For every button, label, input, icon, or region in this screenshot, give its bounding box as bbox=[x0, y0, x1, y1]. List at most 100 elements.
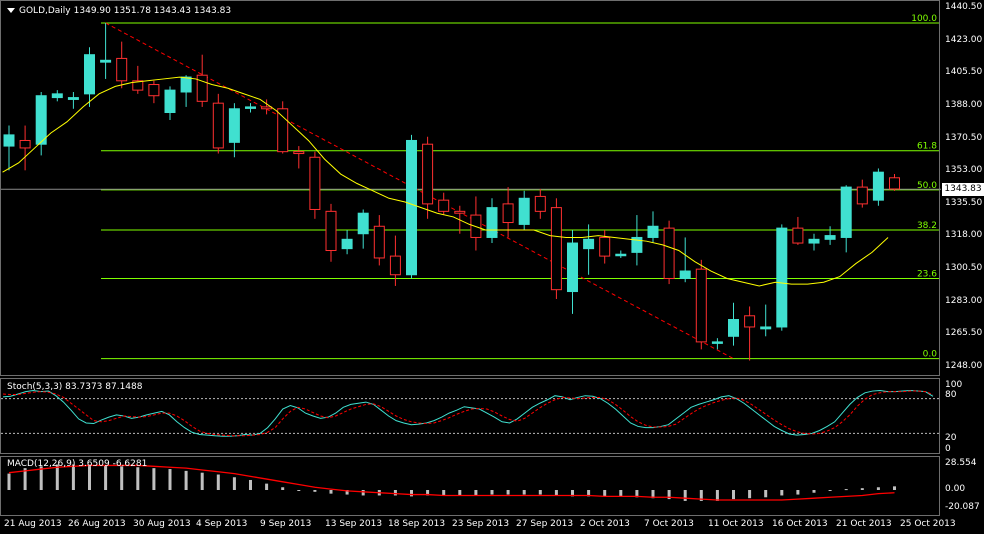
candle bbox=[164, 86, 176, 120]
candle-body bbox=[534, 195, 546, 212]
candle bbox=[502, 187, 514, 238]
candlestick-chart[interactable]: 100.0 61.8 50.0 38.2 23.6 0.0 bbox=[1, 1, 941, 377]
candle bbox=[116, 41, 128, 89]
candle bbox=[856, 179, 868, 208]
candle bbox=[389, 235, 401, 286]
macd-histogram-bar bbox=[345, 490, 349, 495]
price-tick-label: 1388.00 bbox=[945, 99, 983, 110]
ohlc-caption: 1349.90 1351.78 1343.43 1343.83 bbox=[73, 6, 232, 16]
candle bbox=[19, 125, 31, 171]
candle bbox=[711, 338, 723, 350]
candle-body bbox=[615, 253, 627, 257]
macd-histogram-bar bbox=[120, 466, 124, 490]
price-tick-label: 1300.50 bbox=[945, 263, 983, 274]
candle-body bbox=[325, 210, 337, 252]
time-tick-label: 16 Oct 2013 bbox=[772, 519, 828, 529]
candle-body bbox=[51, 93, 63, 99]
macd-signal-line bbox=[8, 464, 895, 501]
macd-histogram-bar bbox=[55, 464, 59, 490]
time-tick-label: 2 Oct 2013 bbox=[580, 519, 630, 529]
candle-body bbox=[373, 225, 385, 259]
macd-chart[interactable] bbox=[1, 457, 941, 517]
time-axis[interactable]: 21 Aug 2013 26 Aug 2013 30 Aug 2013 4 Sep 2… bbox=[0, 516, 956, 534]
candle bbox=[277, 101, 289, 154]
candle-body bbox=[212, 102, 224, 149]
candle bbox=[583, 224, 595, 275]
candle bbox=[824, 226, 836, 245]
macd-histogram-bar bbox=[651, 490, 655, 499]
candle-body bbox=[583, 238, 595, 250]
candle-body bbox=[3, 134, 15, 147]
macd-histogram-bar bbox=[313, 490, 317, 492]
candle bbox=[84, 47, 95, 107]
candle-body bbox=[67, 97, 79, 100]
candle bbox=[534, 188, 546, 219]
price-tick-label: 1248.00 bbox=[945, 361, 983, 371]
candle-body bbox=[776, 227, 788, 328]
time-tick-label: 13 Sep 2013 bbox=[325, 519, 383, 529]
candle bbox=[3, 125, 15, 171]
candle bbox=[100, 22, 112, 79]
candle bbox=[470, 196, 482, 251]
candle-body bbox=[760, 326, 772, 330]
candle bbox=[647, 211, 659, 244]
macd-histogram-bar bbox=[490, 490, 494, 495]
time-tick-label: 4 Sep 2013 bbox=[196, 519, 248, 529]
macd-title: MACD(12,26,9) 3.6509 -6.6281 bbox=[7, 459, 148, 469]
candle bbox=[212, 93, 224, 154]
macd-pane[interactable]: MACD(12,26,9) 3.6509 -6.6281 bbox=[0, 456, 940, 516]
macd-histogram-bar bbox=[297, 490, 301, 491]
macd-histogram-bar bbox=[71, 464, 75, 490]
macd-tick-label: 28.554 bbox=[945, 458, 977, 468]
macd-histogram-bar bbox=[699, 490, 703, 501]
candle bbox=[422, 136, 434, 219]
macd-histogram-bar bbox=[587, 490, 591, 497]
macd-histogram-bar bbox=[876, 487, 880, 490]
macd-histogram-bar bbox=[764, 490, 768, 498]
time-tick-label: 9 Sep 2013 bbox=[260, 519, 312, 529]
macd-histogram-bar bbox=[796, 490, 800, 495]
macd-histogram-bar bbox=[200, 472, 204, 490]
candle bbox=[293, 146, 305, 169]
candle bbox=[663, 220, 675, 285]
macd-histogram-bar bbox=[522, 490, 526, 495]
symbol-dropdown-icon[interactable] bbox=[7, 8, 15, 13]
candle bbox=[776, 224, 788, 331]
macd-histogram-bar bbox=[474, 490, 478, 496]
candle-body bbox=[567, 242, 578, 293]
candle-body bbox=[261, 106, 273, 110]
candle bbox=[132, 65, 144, 94]
macd-histogram-bar bbox=[249, 479, 252, 490]
macd-histogram-bar bbox=[844, 489, 848, 491]
macd-histogram-bar bbox=[361, 490, 365, 496]
candle-body bbox=[293, 151, 305, 155]
price-tick-label: 1440.50 bbox=[945, 2, 983, 12]
fib-level-label: 0.0 bbox=[923, 350, 938, 360]
time-tick-label: 11 Oct 2013 bbox=[708, 519, 764, 529]
candle bbox=[889, 174, 900, 191]
candle bbox=[325, 203, 337, 262]
macd-histogram-bar bbox=[168, 469, 172, 490]
stochastic-chart[interactable] bbox=[1, 379, 941, 455]
stochastic-pane[interactable]: Stoch(5,3,3) 83.7373 87.1488 bbox=[0, 378, 940, 454]
time-tick-label: 27 Sep 2013 bbox=[516, 519, 574, 529]
macd-histogram-bar bbox=[893, 486, 896, 490]
candle-body bbox=[389, 255, 401, 276]
price-chart-pane[interactable]: 100.0 61.8 50.0 38.2 23.6 0.0 GOLD,Daily 1349.… bbox=[0, 0, 941, 377]
candle bbox=[808, 233, 820, 251]
stochastic-title: Stoch(5,3,3) 83.7373 87.1488 bbox=[7, 382, 143, 392]
time-tick-label: 25 Oct 2013 bbox=[900, 519, 956, 529]
candle bbox=[228, 103, 240, 158]
candle-body bbox=[341, 238, 353, 250]
candle-body bbox=[599, 236, 611, 257]
candle bbox=[309, 151, 321, 219]
macd-histogram-bar bbox=[88, 464, 91, 490]
price-axis[interactable]: 1440.50 1423.00 1405.50 1388.00 1370.50 1353.… bbox=[940, 0, 984, 376]
stoch-tick-label: 100 bbox=[945, 380, 963, 390]
macd-histogram-bar bbox=[23, 468, 27, 490]
candle-body bbox=[228, 108, 240, 143]
price-tick-label: 1353.00 bbox=[945, 165, 983, 176]
macd-histogram-bar bbox=[410, 490, 413, 497]
time-tick-label: 21 Aug 2013 bbox=[4, 519, 62, 529]
